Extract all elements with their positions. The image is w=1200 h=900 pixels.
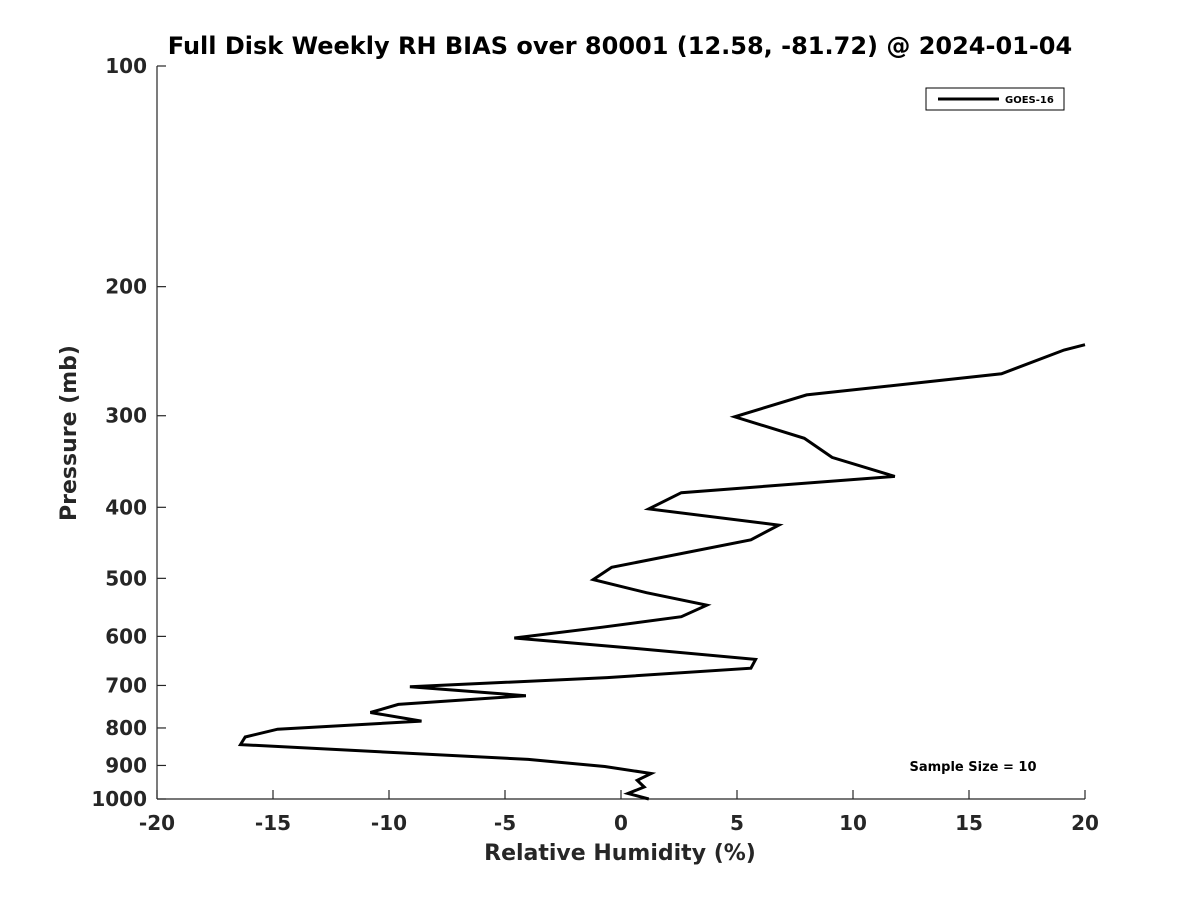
sample-size-annotation: Sample Size = 10 (909, 760, 1036, 775)
x-tick-label: -5 (494, 811, 516, 835)
y-tick-label: 900 (105, 753, 147, 777)
plot-area: -20 -15 -10 -5 0 5 10 15 20 100 200 300 400 500 600 700… (91, 54, 1099, 835)
y-tick-label: 600 (105, 624, 147, 648)
x-tick-label: 10 (839, 811, 867, 835)
x-tick-label: -15 (255, 811, 291, 835)
y-tick-label: 700 (105, 673, 147, 697)
x-axis-label: Relative Humidity (%) (484, 841, 756, 866)
legend-label-goes-16: GOES-16 (1005, 95, 1054, 106)
y-tick-label: 1000 (91, 787, 147, 811)
x-tick-label: -10 (371, 811, 407, 835)
x-tick-label: 0 (614, 811, 628, 835)
y-tick-label: 400 (105, 495, 147, 519)
series-line-goes-16 (237, 343, 1086, 801)
y-tick-label: 200 (105, 275, 147, 299)
legend: GOES-16 (925, 87, 1065, 111)
y-axis-label: Pressure (mb) (57, 345, 82, 521)
x-tick-label: -20 (139, 811, 175, 835)
x-tick-label: 15 (955, 811, 983, 835)
y-tick-label: 100 (105, 54, 147, 78)
x-tick-label: 5 (730, 811, 744, 835)
y-tick-label: 300 (105, 404, 147, 428)
x-tick-label: 20 (1071, 811, 1099, 835)
chart-title: Full Disk Weekly RH BIAS over 80001 (12.… (168, 32, 1072, 60)
y-tick-label: 500 (105, 566, 147, 590)
y-tick-label: 800 (105, 716, 147, 740)
